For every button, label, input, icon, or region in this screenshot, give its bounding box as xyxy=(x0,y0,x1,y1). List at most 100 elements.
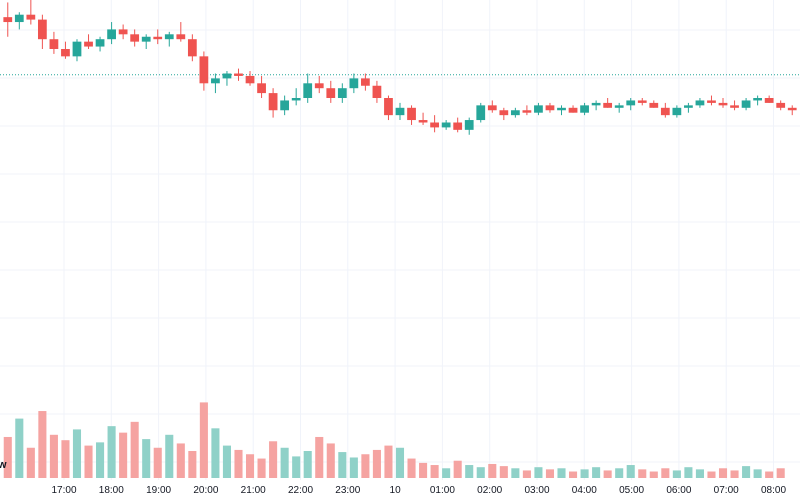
volume-bar xyxy=(96,442,105,478)
candle xyxy=(303,73,313,103)
candle xyxy=(291,88,301,106)
volume-bar xyxy=(603,470,612,478)
candle xyxy=(453,117,463,133)
candle xyxy=(672,105,682,118)
candle-body xyxy=(499,110,509,116)
volume-bar xyxy=(211,428,220,478)
candle-body xyxy=(534,105,543,113)
volume-bar xyxy=(49,434,58,478)
candle xyxy=(3,2,13,37)
volume-bar xyxy=(72,429,82,478)
volume-bar xyxy=(26,447,35,478)
candle xyxy=(164,31,174,47)
x-axis-ticks: 17:00 18:00 19:00 20:00 21:00 22:00 23:00 10 01:… xyxy=(51,485,786,496)
candle-body xyxy=(684,105,693,108)
candle-body xyxy=(487,105,497,111)
candle xyxy=(26,0,36,25)
volume-bar xyxy=(511,468,520,478)
candle-body xyxy=(580,105,589,113)
candle-body xyxy=(649,102,659,108)
volume-bar xyxy=(338,452,347,478)
volume-bar xyxy=(349,457,358,478)
x-tick-label: 01:00 xyxy=(430,485,455,496)
candle xyxy=(418,112,428,125)
candle-body xyxy=(522,110,532,113)
candle-body xyxy=(26,14,36,20)
volume-bar xyxy=(245,454,255,478)
volume-bar xyxy=(499,466,508,478)
x-tick-label: 02:00 xyxy=(477,485,502,496)
volume-bar xyxy=(534,467,543,478)
candle xyxy=(557,105,566,116)
candle xyxy=(280,95,290,116)
candle-body xyxy=(187,39,197,57)
watermark-fragment: w xyxy=(0,459,7,471)
volume-bar xyxy=(476,467,485,478)
candle xyxy=(141,34,151,49)
candle xyxy=(130,29,140,47)
x-tick-label: 06:00 xyxy=(666,485,691,496)
x-tick-label: 05:00 xyxy=(619,485,644,496)
candle xyxy=(464,117,474,135)
x-tick-label: 18:00 xyxy=(99,485,124,496)
volume-bar xyxy=(372,449,381,478)
x-tick-label: 04:00 xyxy=(572,485,597,496)
candle-body xyxy=(418,120,428,123)
candle xyxy=(730,100,739,111)
candle xyxy=(384,95,393,121)
candle xyxy=(695,98,705,108)
volume-bar xyxy=(280,447,289,478)
volume-bar xyxy=(234,449,243,478)
candle xyxy=(349,73,359,94)
candle-body xyxy=(453,122,463,130)
volume-bar xyxy=(707,471,716,478)
candle xyxy=(545,102,555,113)
candle-body xyxy=(660,107,670,116)
candle xyxy=(372,80,382,103)
candle xyxy=(187,34,197,62)
candle-body xyxy=(441,122,451,128)
volume-bar xyxy=(15,418,24,478)
candle-body xyxy=(557,107,566,111)
x-tick-label: 17:00 xyxy=(51,485,76,496)
candle xyxy=(776,100,786,111)
volume-bar xyxy=(442,468,451,478)
candle-body xyxy=(176,34,186,40)
candle xyxy=(684,102,693,113)
volume-bar xyxy=(292,456,301,478)
candle xyxy=(603,98,613,108)
candle-body xyxy=(280,100,290,111)
candle xyxy=(660,102,670,118)
volume-bar xyxy=(419,462,428,478)
volume-bar xyxy=(407,458,416,478)
candle-body xyxy=(222,73,232,79)
candle-body xyxy=(361,78,370,86)
candle xyxy=(626,98,636,111)
volume-bar xyxy=(776,468,785,478)
volume-bar xyxy=(3,436,12,478)
candle-body xyxy=(291,98,301,101)
candle xyxy=(614,102,624,113)
candle xyxy=(234,68,243,81)
volume-bar xyxy=(453,460,462,478)
candle-body xyxy=(199,56,209,84)
candle-body xyxy=(464,120,474,130)
candle-body xyxy=(61,49,70,57)
candle-body xyxy=(314,83,324,89)
candle-body xyxy=(37,19,47,40)
candle xyxy=(441,120,451,130)
candle-body xyxy=(337,88,347,98)
volume-bar xyxy=(545,469,555,478)
volume-bar xyxy=(384,445,393,478)
volume-bars xyxy=(3,402,785,478)
candle-body xyxy=(153,36,163,40)
candle-body xyxy=(764,98,774,103)
candle-body xyxy=(510,110,520,116)
candle xyxy=(534,102,543,116)
x-tick-label: 03:00 xyxy=(524,485,549,496)
volume-bar xyxy=(638,469,647,478)
candle-body xyxy=(637,100,647,103)
candle xyxy=(222,71,232,86)
candle-body xyxy=(730,105,739,108)
